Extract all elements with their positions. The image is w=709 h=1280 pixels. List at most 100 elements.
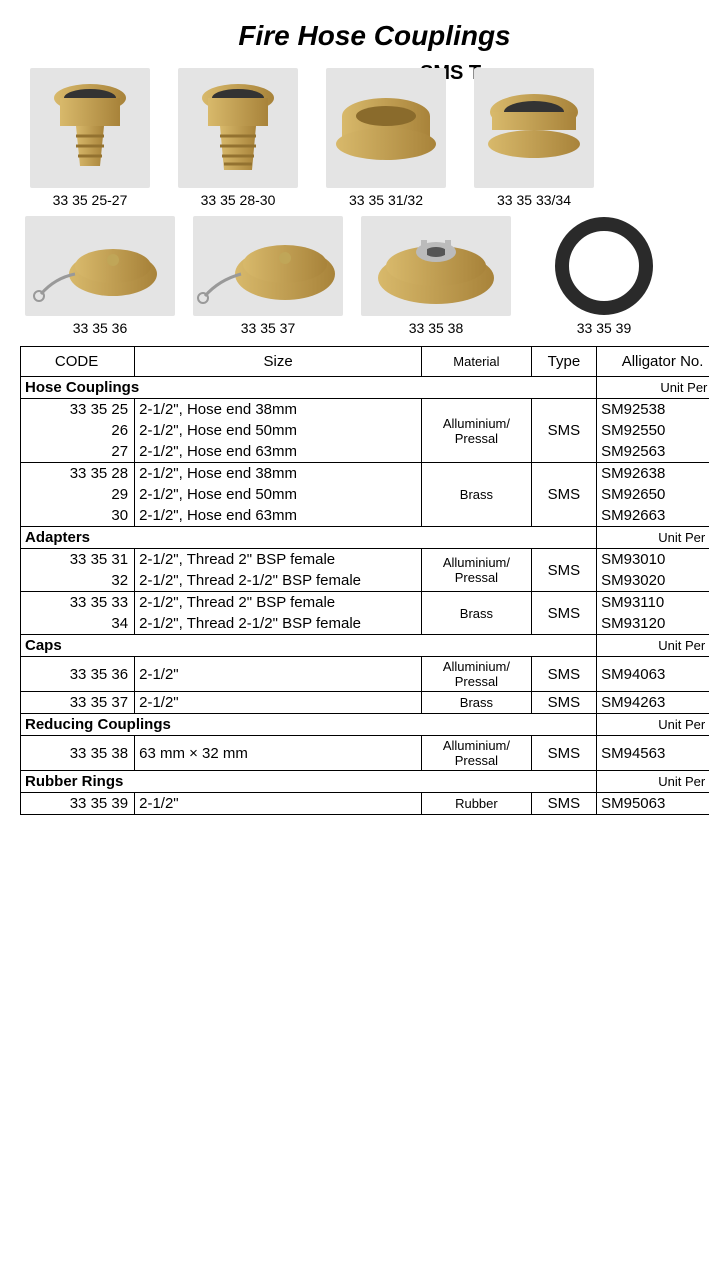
product-thumb: 33 35 31/32 — [316, 68, 456, 208]
cell-size: 2-1/2", Thread 2-1/2" BSP female — [135, 613, 422, 635]
cell-code: 33 35 37 — [21, 692, 135, 714]
coupling-hose-tail-icon — [178, 68, 298, 188]
adapter-ring-icon — [326, 68, 446, 188]
cell-size: 2-1/2", Hose end 38mm — [135, 399, 422, 421]
col-code: CODE — [21, 347, 135, 377]
table-row: 33 35 252-1/2", Hose end 38mmAlluminium/… — [21, 399, 709, 421]
table-row: 33 35 362-1/2"Alluminium/ PressalSMSSM94… — [21, 657, 709, 692]
cap-with-chain-icon — [193, 216, 343, 316]
cell-code: 33 35 33 — [21, 592, 135, 614]
product-caption: 33 35 33/34 — [497, 192, 571, 208]
cell-alligator: SM95063 — [597, 793, 709, 815]
section-name: Adapters — [25, 529, 90, 546]
product-caption: 33 35 37 — [241, 320, 296, 336]
cell-size: 2-1/2", Thread 2" BSP female — [135, 549, 422, 571]
page-title: Fire Hose Couplings — [20, 20, 709, 52]
section-name: Rubber Rings — [25, 773, 123, 790]
product-caption: 33 35 28-30 — [201, 192, 276, 208]
cell-code: 29 — [21, 484, 135, 505]
cell-size: 2-1/2", Hose end 50mm — [135, 484, 422, 505]
section-name: Caps — [25, 637, 62, 654]
col-size: Size — [135, 347, 422, 377]
coupling-hose-tail-icon — [30, 68, 150, 188]
cell-size: 2-1/2", Hose end 63mm — [135, 441, 422, 463]
cell-material: Rubber — [422, 793, 532, 815]
cell-material: Alluminium/ Pressal — [422, 736, 532, 771]
cell-size: 2-1/2" — [135, 793, 422, 815]
unit-label: Unit Per Pc — [597, 771, 709, 793]
table-row: 33 35 312-1/2", Thread 2" BSP femaleAllu… — [21, 549, 709, 571]
cell-alligator: SM94563 — [597, 736, 709, 771]
section-header-row: Reducing Couplings Unit Per Pc — [21, 714, 709, 736]
product-thumb: 33 35 36 — [20, 216, 180, 336]
unit-label: Unit Per Pc — [597, 635, 709, 657]
unit-label: Unit Per Pc — [597, 714, 709, 736]
cap-with-chain-icon — [25, 216, 175, 316]
cell-code: 33 35 28 — [21, 463, 135, 485]
section-header-row: Caps Unit Per Pc — [21, 635, 709, 657]
cell-alligator: SM93010 — [597, 549, 709, 571]
table-row: 292-1/2", Hose end 50mm SM92650 — [21, 484, 709, 505]
table-row: 302-1/2", Hose end 63mmSM92663 — [21, 505, 709, 527]
cell-type: SMS — [531, 793, 596, 815]
cell-alligator: SM92663 — [597, 505, 709, 527]
cell-alligator: SM92538 — [597, 399, 709, 421]
cell-alligator: SM92638 — [597, 463, 709, 485]
cell-material: Alluminium/ Pressal — [422, 657, 532, 692]
cell-alligator: SM92650 — [597, 484, 709, 505]
product-caption: 33 35 25-27 — [53, 192, 128, 208]
section-name: Reducing Couplings — [25, 716, 171, 733]
cell-alligator: SM93020 — [597, 570, 709, 592]
cell-code: 33 35 25 — [21, 399, 135, 421]
product-thumb: 33 35 38 — [356, 216, 516, 336]
spec-table: CODE Size Material Type Alligator No. Ho… — [20, 346, 709, 815]
col-material: Material — [422, 347, 532, 377]
product-caption: 33 35 38 — [409, 320, 464, 336]
cell-material: Brass — [422, 592, 532, 635]
reducing-coupling-icon — [361, 216, 511, 316]
product-thumb: 33 35 39 — [524, 216, 684, 336]
cell-code: 34 — [21, 613, 135, 635]
product-gallery-row2: 33 35 36 33 35 37 33 35 38 33 35 — [20, 216, 709, 336]
adapter-coupling-icon — [474, 68, 594, 188]
cell-material: Brass — [422, 463, 532, 527]
col-type: Type — [531, 347, 596, 377]
table-row: 322-1/2", Thread 2-1/2" BSP female SM9302… — [21, 570, 709, 592]
section-name: Hose Couplings — [25, 379, 139, 396]
cell-code: 27 — [21, 441, 135, 463]
cell-code: 26 — [21, 420, 135, 441]
table-row: 33 35 392-1/2"RubberSMSSM95063 — [21, 793, 709, 815]
cell-code: 32 — [21, 570, 135, 592]
cell-code: 33 35 38 — [21, 736, 135, 771]
cell-type: SMS — [531, 399, 596, 463]
cell-type: SMS — [531, 549, 596, 592]
cell-material: Brass — [422, 692, 532, 714]
cell-size: 2-1/2", Hose end 63mm — [135, 505, 422, 527]
section-header-row: Hose Couplings Unit Per Pr — [21, 377, 709, 399]
cell-type: SMS — [531, 657, 596, 692]
product-thumb: 33 35 28-30 — [168, 68, 308, 208]
product-thumb: 33 35 33/34 — [464, 68, 604, 208]
cell-alligator: SM93120 — [597, 613, 709, 635]
table-header-row: CODE Size Material Type Alligator No. — [21, 347, 709, 377]
cell-size: 2-1/2", Thread 2" BSP female — [135, 592, 422, 614]
section-header-row: Rubber Rings Unit Per Pc — [21, 771, 709, 793]
table-row: 272-1/2", Hose end 63mmSM92563 — [21, 441, 709, 463]
col-alligator: Alligator No. — [597, 347, 709, 377]
cell-size: 2-1/2", Thread 2-1/2" BSP female — [135, 570, 422, 592]
rubber-ring-icon — [529, 216, 679, 316]
cell-material: Alluminium/ Pressal — [422, 399, 532, 463]
cell-code: 33 35 36 — [21, 657, 135, 692]
table-row: 33 35 3863 mm × 32 mmAlluminium/ Pressal… — [21, 736, 709, 771]
cell-size: 2-1/2" — [135, 692, 422, 714]
section-header-row: AdaptersUnit Per Pc — [21, 527, 709, 549]
cell-code: 33 35 39 — [21, 793, 135, 815]
cell-size: 2-1/2", Hose end 50mm — [135, 420, 422, 441]
cell-type: SMS — [531, 736, 596, 771]
product-caption: 33 35 36 — [73, 320, 128, 336]
table-row: 33 35 332-1/2", Thread 2" BSP femaleBras… — [21, 592, 709, 614]
cell-code: 33 35 31 — [21, 549, 135, 571]
cell-material: Alluminium/ Pressal — [422, 549, 532, 592]
product-caption: 33 35 31/32 — [349, 192, 423, 208]
unit-label: Unit Per Pr — [597, 377, 709, 399]
